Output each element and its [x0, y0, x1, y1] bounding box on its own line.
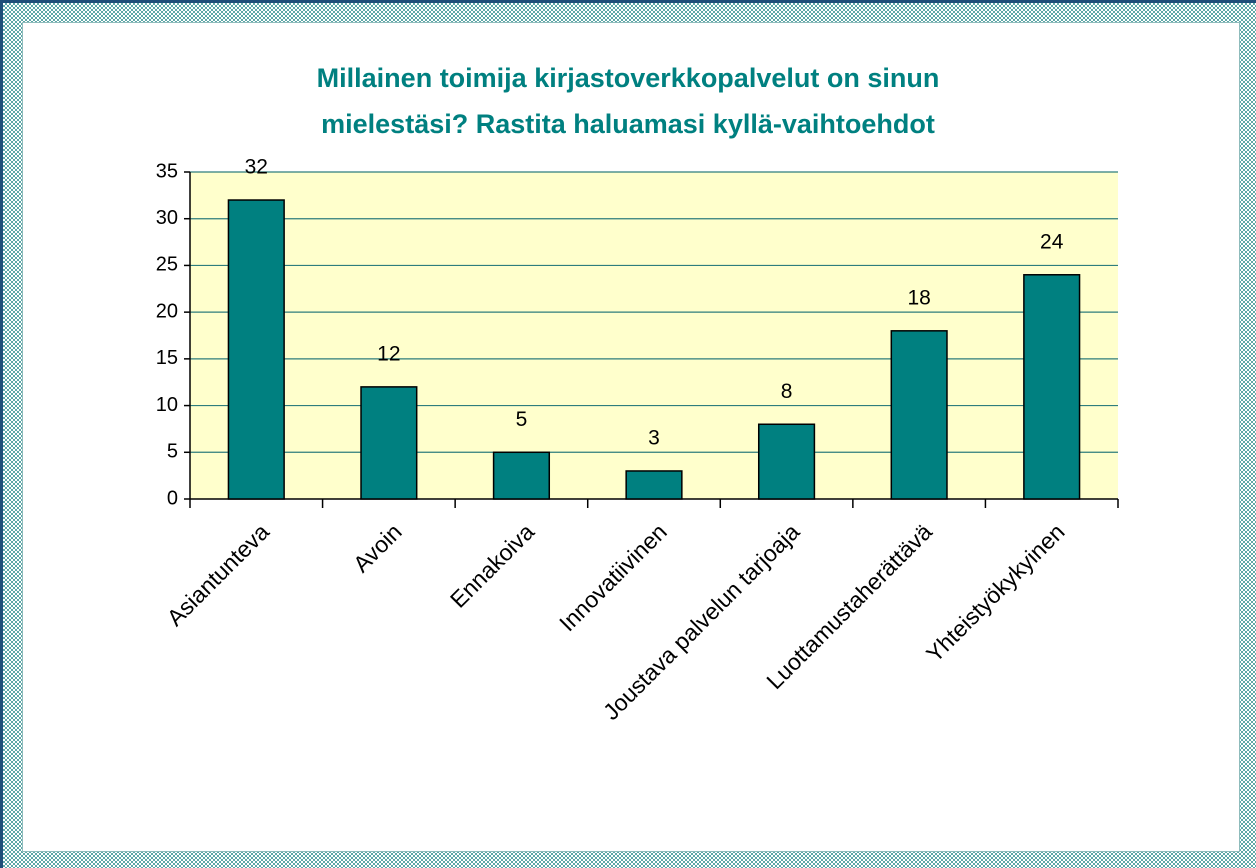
chart-title: mielestäsi? Rastita haluamasi kyllä-vaih…	[321, 109, 935, 139]
y-tick-label: 25	[156, 254, 178, 276]
bar	[360, 386, 418, 500]
bar	[1023, 274, 1081, 500]
bar	[492, 451, 551, 500]
value-label: 12	[377, 342, 400, 365]
x-tick-label: Innovatiivinen	[554, 518, 672, 636]
y-tick-label: 20	[156, 300, 178, 322]
x-tick-label: Asiantunteva	[162, 518, 275, 631]
y-tick-label: 30	[156, 207, 178, 229]
y-tick-label: 35	[156, 160, 178, 182]
x-tick-label: Ennakoiva	[445, 518, 539, 612]
bar	[757, 423, 816, 500]
value-label: 32	[245, 156, 268, 179]
bar	[890, 330, 948, 500]
x-tick-label: Yhteistyökykyinen	[921, 518, 1070, 667]
y-tick-label: 0	[167, 487, 178, 509]
bar	[227, 199, 285, 500]
plot-area	[190, 172, 1118, 499]
chart-title: Millainen toimija kirjastoverkkopalvelut…	[317, 63, 940, 93]
y-tick-label: 10	[156, 394, 178, 416]
value-label: 24	[1040, 230, 1064, 253]
value-label: 8	[781, 380, 793, 403]
value-label: 3	[648, 427, 660, 450]
x-tick-label: Avoin	[348, 518, 407, 577]
bar	[625, 470, 683, 500]
y-tick-label: 5	[167, 441, 178, 463]
y-tick-label: 15	[156, 347, 178, 369]
value-label: 18	[907, 286, 930, 309]
value-label: 5	[516, 408, 528, 431]
